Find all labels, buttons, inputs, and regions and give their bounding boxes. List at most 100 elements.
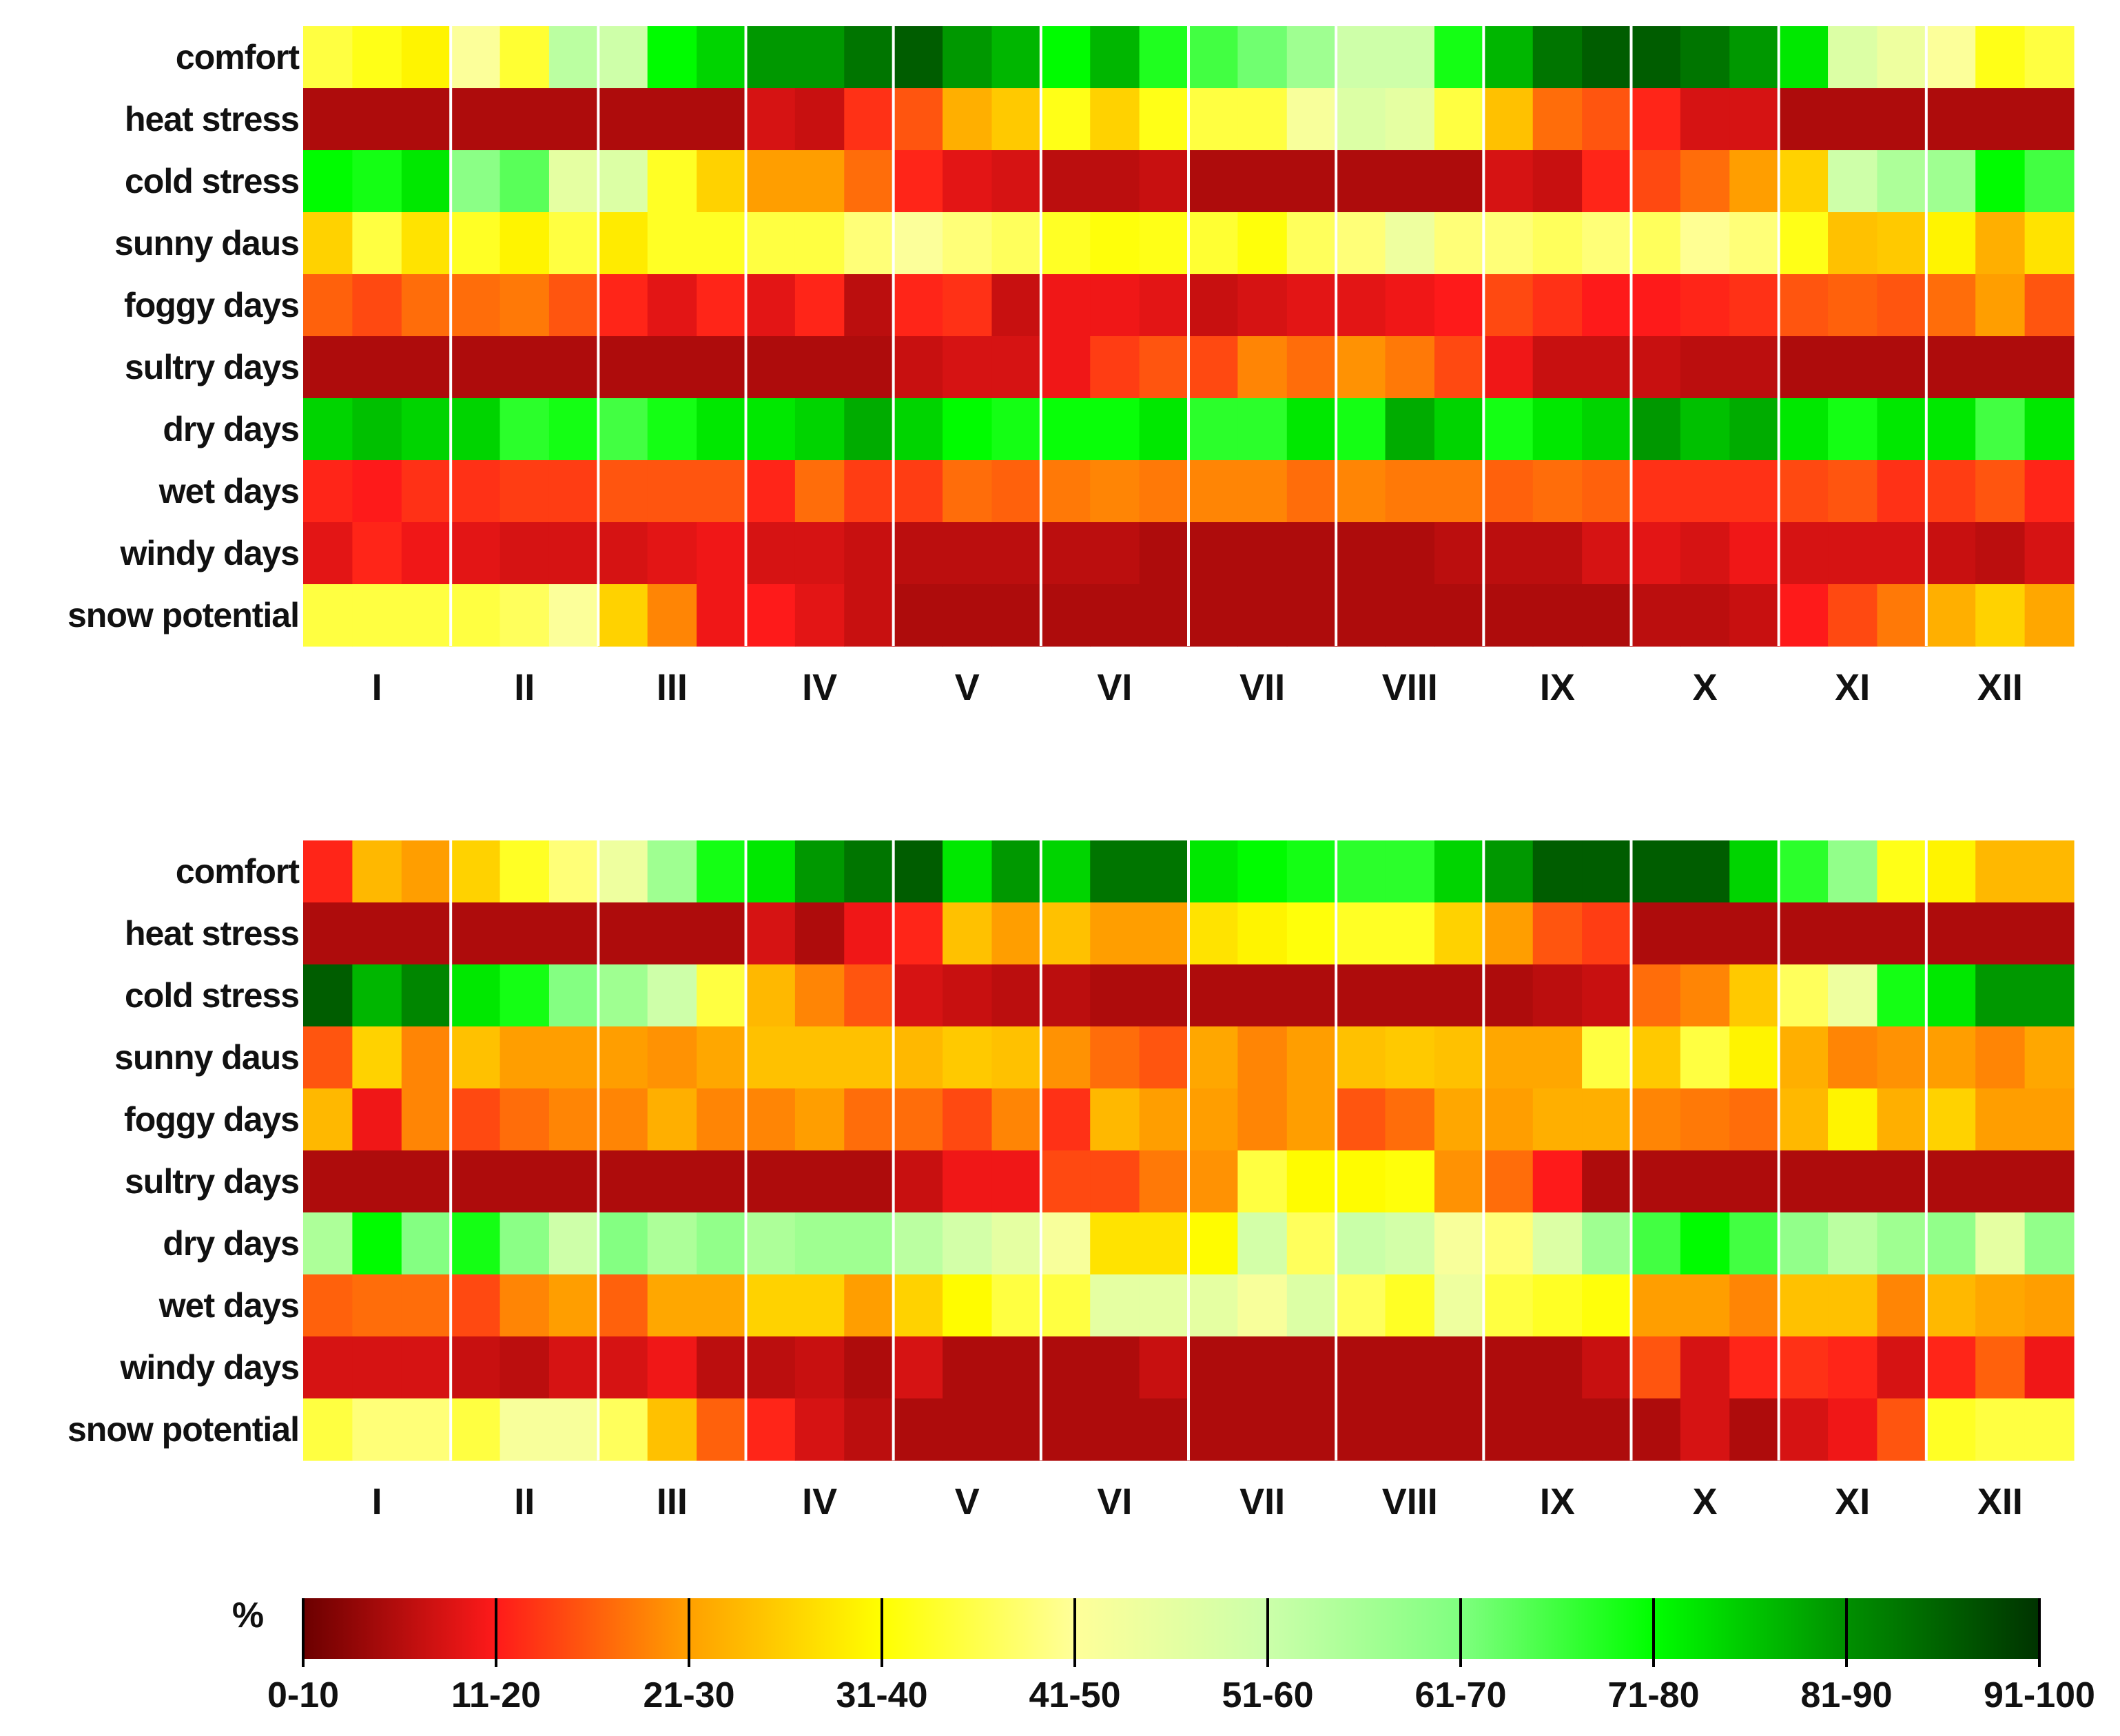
heatmap-cell <box>1434 584 1484 647</box>
heatmap-cell <box>1877 336 1927 399</box>
month-label: IX <box>1540 1481 1575 1522</box>
heatmap-cell <box>1385 460 1435 523</box>
heatmap-cell <box>1582 88 1632 151</box>
heatmap-cell <box>401 1212 451 1275</box>
heatmap-cell <box>1090 212 1140 275</box>
heatmap-cell <box>352 212 402 275</box>
heatmap-cell <box>991 88 1042 151</box>
heatmap-cell <box>1286 1088 1337 1151</box>
heatmap-cell <box>1090 274 1140 337</box>
heatmap-cell <box>1680 26 1730 89</box>
heatmap-cell <box>647 964 697 1027</box>
heatmap-cell <box>745 1336 796 1399</box>
heatmap-cell <box>1729 840 1780 903</box>
heatmap-cell <box>697 840 747 903</box>
heatmap-cell <box>1286 88 1337 151</box>
heatmap-cell <box>1680 1026 1730 1089</box>
heatmap-cell <box>1828 522 1878 585</box>
heatmap-cell <box>844 274 894 337</box>
heatmap-cell <box>1040 1212 1091 1275</box>
heatmap-cell <box>1040 840 1091 903</box>
heatmap-cell <box>1582 1150 1632 1213</box>
heatmap-cell <box>745 1212 796 1275</box>
heatmap-cell <box>1877 1088 1927 1151</box>
heatmap-cell <box>1385 1088 1435 1151</box>
heatmap-cell <box>2024 212 2075 275</box>
month-label: I <box>372 1481 382 1522</box>
heatmap-cell <box>598 1212 648 1275</box>
heatmap-cell <box>1631 88 1681 151</box>
heatmap-cell <box>1385 1026 1435 1089</box>
heatmap-cell <box>1828 1150 1878 1213</box>
heatmap-cell <box>1434 398 1484 461</box>
heatmap-cell <box>1237 840 1288 903</box>
heatmap-cell <box>745 336 796 399</box>
month-label: X <box>1693 1481 1718 1522</box>
legend-class-label: 41-50 <box>1029 1675 1121 1715</box>
heatmap-cell <box>697 460 747 523</box>
heatmap-cell <box>647 584 697 647</box>
heatmap-cell <box>1286 902 1337 965</box>
heatmap-cell <box>697 1398 747 1461</box>
heatmap-cell <box>1631 398 1681 461</box>
heatmap-cell <box>401 1088 451 1151</box>
heatmap-cell <box>1090 336 1140 399</box>
heatmap-cell <box>1286 1026 1337 1089</box>
heatmap-cell <box>2024 964 2075 1027</box>
heatmap-cell <box>2024 1274 2075 1337</box>
heatmap-cell <box>451 88 501 151</box>
heatmap-cell <box>844 212 894 275</box>
heatmap-cell <box>697 274 747 337</box>
heatmap-cell <box>1483 1274 1534 1337</box>
heatmap-cell <box>1828 26 1878 89</box>
heatmap-cell <box>401 964 451 1027</box>
heatmap-cell <box>1532 1274 1583 1337</box>
heatmap-cell <box>1582 1026 1632 1089</box>
heatmap-cell <box>2024 336 2075 399</box>
heatmap-cell <box>1336 1212 1386 1275</box>
month-label: VII <box>1239 1481 1285 1522</box>
heatmap-cell <box>1582 212 1632 275</box>
heatmap-cell <box>451 212 501 275</box>
heatmap-cell <box>1483 902 1534 965</box>
heatmap-cell <box>1926 1088 1976 1151</box>
heatmap-cell <box>1040 26 1091 89</box>
heatmap-cell <box>451 26 501 89</box>
heatmap-cell <box>745 150 796 213</box>
heatmap-cell <box>451 150 501 213</box>
heatmap-cell <box>500 902 550 965</box>
heatmap-cell <box>745 840 796 903</box>
heatmap-cell <box>1188 902 1238 965</box>
heatmap-cell <box>1877 1212 1927 1275</box>
heatmap-cell <box>598 460 648 523</box>
heatmap-cell <box>401 584 451 647</box>
heatmap-cell <box>1532 1212 1583 1275</box>
heatmap-cell <box>893 88 943 151</box>
heatmap-cell <box>1975 1150 2026 1213</box>
heatmap-cell <box>893 1212 943 1275</box>
heatmap-cell <box>991 274 1042 337</box>
heatmap-cell <box>647 1026 697 1089</box>
heatmap-cell <box>303 1088 353 1151</box>
heatmap-cell <box>401 88 451 151</box>
heatmap-cell <box>794 964 845 1027</box>
heatmap-cell <box>1090 26 1140 89</box>
heatmap-cell <box>1877 274 1927 337</box>
heatmap-cell <box>1729 1398 1780 1461</box>
heatmap-cell <box>1385 964 1435 1027</box>
heatmap-cell <box>1631 1336 1681 1399</box>
heatmap-cell <box>1926 88 1976 151</box>
heatmap-cell <box>893 336 943 399</box>
heatmap-cell <box>893 964 943 1027</box>
heatmap-cell <box>647 1274 697 1337</box>
row-label: foggy days <box>124 1100 299 1139</box>
heatmap-cell <box>1680 1088 1730 1151</box>
heatmap-cell <box>1582 26 1632 89</box>
heatmap-cell <box>1237 88 1288 151</box>
heatmap-cell <box>1434 1336 1484 1399</box>
heatmap-cell <box>794 1088 845 1151</box>
heatmap-cell <box>1680 274 1730 337</box>
heatmap-cell <box>1286 150 1337 213</box>
heatmap-cell <box>1778 584 1829 647</box>
heatmap-cell <box>303 522 353 585</box>
